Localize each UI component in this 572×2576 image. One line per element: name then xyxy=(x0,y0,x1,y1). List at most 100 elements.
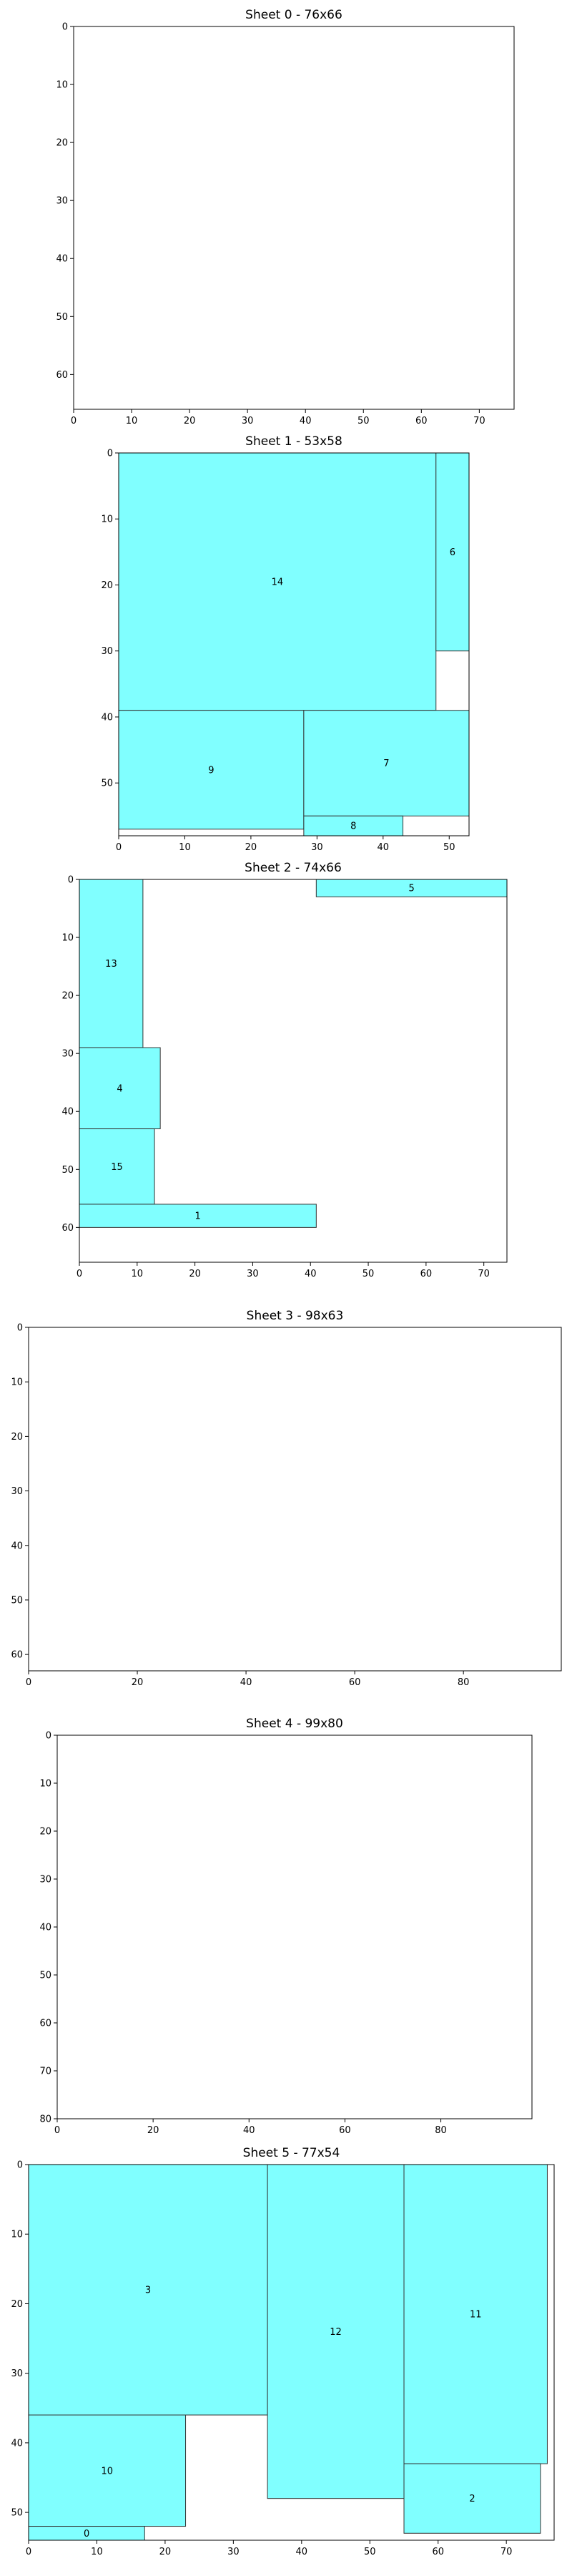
y-tick-label: 20 xyxy=(56,138,68,149)
y-tick-label: 60 xyxy=(11,1650,23,1661)
y-tick-label: 40 xyxy=(56,254,68,265)
axes-frame xyxy=(73,26,515,410)
y-tick-label: 20 xyxy=(61,991,74,1002)
sheet-title: Sheet 5 - 77x54 xyxy=(243,2146,340,2160)
x-tick-label: 60 xyxy=(432,2547,444,2557)
x-tick-label: 30 xyxy=(227,2547,240,2557)
y-tick-label: 50 xyxy=(39,1971,51,1981)
x-tick-label: 40 xyxy=(305,1269,317,1279)
x-tick-label: 0 xyxy=(71,416,77,426)
x-tick-label: 50 xyxy=(364,2547,376,2557)
piece-rect xyxy=(118,452,437,711)
y-tick-label: 50 xyxy=(56,312,68,323)
piece-label: 11 xyxy=(470,2310,482,2321)
sheet-panel-0: Sheet 0 - 76x66 0 10 20 30 40 50 60 70 0 10 20 30 40 5… xyxy=(56,8,515,426)
y-tick-label: 60 xyxy=(56,370,68,381)
x-tick-label: 50 xyxy=(443,842,455,853)
piece-label: 6 xyxy=(450,547,455,558)
y-tick-label: 0 xyxy=(107,449,113,459)
x-tick-label: 60 xyxy=(415,416,428,426)
piece-label: 4 xyxy=(117,1083,122,1094)
y-tick-label: 60 xyxy=(61,1223,74,1234)
y-tick-label: 20 xyxy=(11,2299,23,2310)
x-tick-label: 60 xyxy=(339,2125,351,2136)
y-tick-label: 30 xyxy=(39,1875,51,1885)
piece-label: 15 xyxy=(111,1162,123,1173)
x-tick-label: 40 xyxy=(300,416,312,426)
y-tick-label: 70 xyxy=(39,2067,51,2077)
x-tick-label: 20 xyxy=(147,2125,159,2136)
y-tick-label: 10 xyxy=(39,1779,51,1790)
axes-frame xyxy=(28,1327,562,1672)
y-tick-label: 10 xyxy=(101,514,113,525)
y-tick-label: 10 xyxy=(56,80,68,91)
y-tick-label: 50 xyxy=(101,779,113,789)
sheet-title: Sheet 0 - 76x66 xyxy=(245,8,342,22)
x-tick-label: 20 xyxy=(159,2547,172,2557)
piece-rect xyxy=(28,2414,187,2527)
x-tick-label: 80 xyxy=(458,1677,470,1688)
sheet-panel-3: Sheet 3 - 98x63 0 20 40 60 80 0 10 20 30 40 50 60 xyxy=(11,1309,562,1688)
piece-label: 5 xyxy=(409,884,415,894)
x-tick-label: 20 xyxy=(132,1677,144,1688)
x-tick-label: 30 xyxy=(247,1269,259,1279)
y-tick-label: 20 xyxy=(39,1827,51,1838)
x-tick-label: 70 xyxy=(473,416,485,426)
x-tick-label: 70 xyxy=(500,2547,513,2557)
y-tick-label: 0 xyxy=(68,875,74,886)
x-tick-label: 10 xyxy=(179,842,191,853)
y-tick-label: 80 xyxy=(39,2114,51,2125)
piece-label: 8 xyxy=(350,821,356,832)
x-tick-label: 0 xyxy=(54,2125,60,2136)
y-tick-label: 0 xyxy=(62,22,68,33)
piece-rect xyxy=(403,2164,548,2464)
piece-label: 3 xyxy=(145,2285,151,2296)
piece-label: 0 xyxy=(84,2529,89,2540)
y-tick-label: 30 xyxy=(101,646,113,657)
sheet-panel-1: Sheet 1 - 53x58 14 6 9 7 8 0 10 20 30 40 50 0 10 20 30 4… xyxy=(101,434,470,853)
x-tick-label: 30 xyxy=(242,416,254,426)
x-tick-label: 20 xyxy=(245,842,257,853)
x-tick-label: 10 xyxy=(126,416,138,426)
piece-label: 10 xyxy=(101,2466,113,2477)
piece-label: 12 xyxy=(330,2327,342,2338)
x-tick-label: 60 xyxy=(349,1677,361,1688)
x-tick-label: 10 xyxy=(132,1269,144,1279)
piece-rect xyxy=(303,710,470,816)
x-tick-label: 80 xyxy=(435,2125,447,2136)
y-tick-label: 20 xyxy=(11,1432,23,1443)
x-tick-label: 60 xyxy=(420,1269,433,1279)
x-tick-label: 0 xyxy=(77,1269,82,1279)
x-tick-label: 20 xyxy=(189,1269,201,1279)
y-tick-label: 10 xyxy=(11,1377,23,1388)
y-tick-label: 30 xyxy=(56,196,68,207)
x-tick-label: 50 xyxy=(363,1269,375,1279)
axes-frame xyxy=(118,452,470,836)
y-tick-label: 40 xyxy=(11,2438,23,2449)
x-tick-label: 0 xyxy=(116,842,122,853)
piece-rect xyxy=(267,2164,405,2499)
y-tick-label: 10 xyxy=(11,2230,23,2240)
x-tick-label: 70 xyxy=(478,1269,490,1279)
y-tick-label: 40 xyxy=(101,712,113,723)
piece-label: 14 xyxy=(272,577,284,587)
y-tick-label: 40 xyxy=(11,1541,23,1551)
sheet-title: Sheet 3 - 98x63 xyxy=(247,1309,344,1323)
x-tick-label: 50 xyxy=(358,416,370,426)
y-tick-label: 50 xyxy=(61,1165,74,1176)
y-tick-label: 20 xyxy=(101,580,113,591)
y-tick-label: 40 xyxy=(61,1107,74,1118)
piece-rect xyxy=(118,710,305,830)
piece-rect xyxy=(79,1204,317,1228)
x-tick-label: 40 xyxy=(378,842,390,853)
axes-frame xyxy=(56,1735,533,2119)
piece-label: 2 xyxy=(469,2494,475,2504)
y-tick-label: 30 xyxy=(61,1049,74,1060)
sheet-title: Sheet 2 - 74x66 xyxy=(245,861,342,875)
y-tick-label: 50 xyxy=(11,1595,23,1606)
x-tick-label: 10 xyxy=(91,2547,103,2557)
